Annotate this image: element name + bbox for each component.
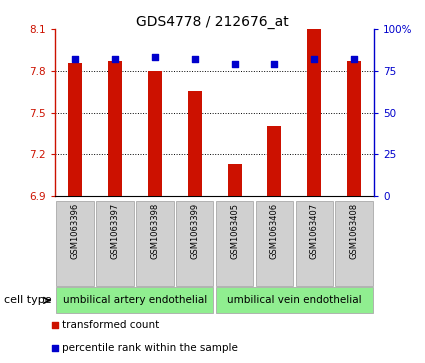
Bar <box>188 91 202 196</box>
Point <box>52 322 59 328</box>
Point <box>52 346 59 351</box>
Bar <box>307 29 321 196</box>
FancyBboxPatch shape <box>176 200 213 286</box>
FancyBboxPatch shape <box>57 287 213 313</box>
Bar <box>108 61 122 196</box>
Text: percentile rank within the sample: percentile rank within the sample <box>62 343 238 354</box>
Text: GDS4778 / 212676_at: GDS4778 / 212676_at <box>136 15 289 29</box>
Text: GSM1063398: GSM1063398 <box>150 203 159 260</box>
Text: GSM1063406: GSM1063406 <box>270 203 279 259</box>
FancyBboxPatch shape <box>216 200 253 286</box>
Point <box>351 56 357 62</box>
Text: GSM1063408: GSM1063408 <box>350 203 359 259</box>
Bar <box>227 164 241 196</box>
Point <box>151 54 158 60</box>
Text: umbilical vein endothelial: umbilical vein endothelial <box>227 295 362 305</box>
Point <box>112 56 119 62</box>
Text: GSM1063396: GSM1063396 <box>71 203 79 260</box>
Point <box>311 56 317 62</box>
Text: GSM1063399: GSM1063399 <box>190 203 199 259</box>
Point <box>271 61 278 67</box>
FancyBboxPatch shape <box>216 287 373 313</box>
FancyBboxPatch shape <box>256 200 293 286</box>
Text: umbilical artery endothelial: umbilical artery endothelial <box>63 295 207 305</box>
Point <box>231 61 238 67</box>
Point <box>72 56 79 62</box>
Point <box>191 56 198 62</box>
FancyBboxPatch shape <box>136 200 173 286</box>
FancyBboxPatch shape <box>57 200 94 286</box>
Text: GSM1063405: GSM1063405 <box>230 203 239 259</box>
Bar <box>148 71 162 196</box>
Text: GSM1063407: GSM1063407 <box>310 203 319 259</box>
FancyBboxPatch shape <box>295 200 333 286</box>
FancyBboxPatch shape <box>335 200 373 286</box>
FancyBboxPatch shape <box>96 200 134 286</box>
Bar <box>347 61 361 196</box>
Bar <box>68 63 82 196</box>
Text: GSM1063397: GSM1063397 <box>110 203 119 260</box>
Text: transformed count: transformed count <box>62 320 159 330</box>
Bar <box>267 126 281 196</box>
Text: cell type: cell type <box>4 295 52 305</box>
